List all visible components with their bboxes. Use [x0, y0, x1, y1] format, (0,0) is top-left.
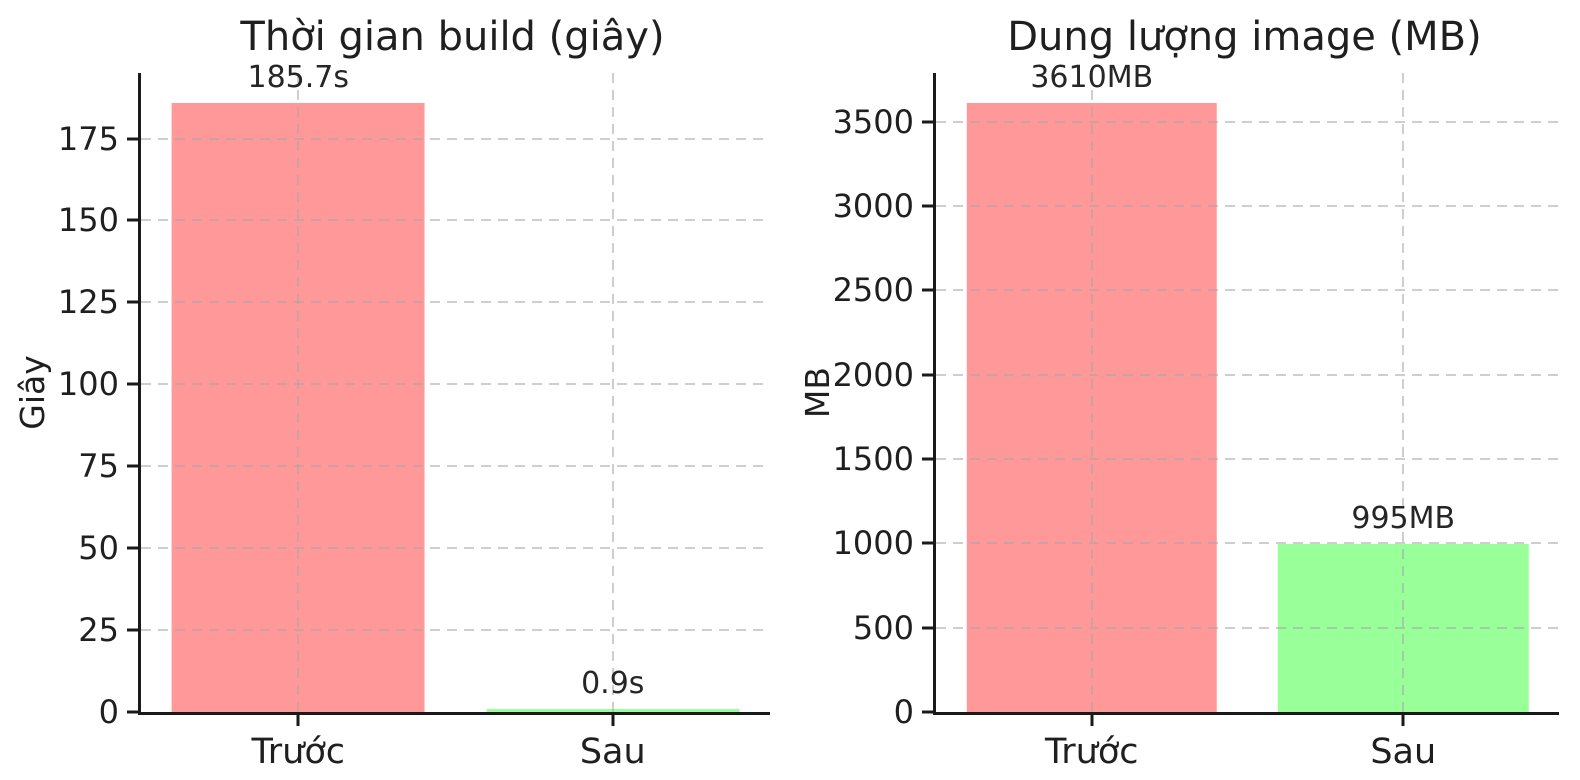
y-tick-label: 2000: [832, 355, 914, 394]
x-tick-label: Sau: [579, 732, 646, 772]
y-tick-label: 3500: [832, 102, 914, 141]
x-tick-label: Sau: [1370, 732, 1437, 772]
y-tick-mark: [922, 120, 933, 124]
bar-Trước: [171, 103, 425, 712]
bar-value-label: 995MB: [1351, 501, 1456, 537]
chart-title: Dung lượng image (MB): [1007, 14, 1482, 60]
x-tick-mark: [1401, 715, 1405, 726]
chart-image-size: Dung lượng image (MB) MB 0 500 1000 1500 200…: [790, 0, 1580, 780]
y-tick-label: 100: [57, 365, 119, 404]
y-tick-mark: [127, 137, 138, 141]
y-tick-mark: [127, 464, 138, 468]
y-tick-mark: [922, 288, 933, 292]
bar-Sau: [486, 709, 740, 712]
y-tick-mark: [127, 300, 138, 304]
x-tick-label: Trước: [251, 732, 345, 772]
bar-Sau: [1278, 544, 1529, 712]
y-tick-label: 175: [57, 119, 119, 158]
bar-value-label: 185.7s: [247, 60, 350, 96]
bar-value-label: 0.9s: [581, 666, 645, 701]
vertical-gridline: [611, 73, 614, 712]
plot-area: 0 500 1000 1500 2000 2500 3000 3500 Trước Sau 3610…: [833, 60, 1559, 772]
y-tick-label: 0: [893, 693, 914, 731]
x-tick-mark: [1090, 715, 1094, 726]
y-tick-label: 2500: [832, 271, 914, 310]
y-tick-label: 1500: [832, 440, 914, 479]
y-tick-label: 1000: [832, 524, 914, 563]
y-tick-mark: [127, 382, 138, 386]
y-tick-mark: [127, 710, 138, 714]
chart-title: Thời gian build (giây): [240, 14, 665, 60]
y-tick-label: 25: [78, 611, 119, 650]
y-tick-mark: [922, 626, 933, 630]
y-tick-mark: [922, 710, 933, 714]
y-axis-label: Giây: [12, 355, 52, 430]
x-tick-label: Trước: [1045, 732, 1139, 772]
x-tick-mark: [296, 715, 300, 726]
y-tick-label: 150: [57, 201, 119, 240]
chart-build-time: Thời gian build (giây) Giây 0 25 50 75 100 12…: [12, 14, 770, 772]
bar-value-label: 3610MB: [1030, 60, 1154, 96]
y-tick-mark: [922, 373, 933, 377]
y-tick-label: 125: [57, 283, 119, 322]
y-tick-mark: [127, 546, 138, 550]
bar-Trước: [966, 103, 1217, 712]
y-tick-label: 500: [852, 608, 914, 647]
x-tick-mark: [611, 715, 615, 726]
y-tick-label: 75: [78, 447, 119, 486]
y-tick-label: 50: [78, 529, 119, 568]
y-tick-mark: [922, 204, 933, 208]
y-tick-mark: [127, 628, 138, 632]
y-tick-mark: [127, 218, 138, 222]
y-tick-mark: [922, 457, 933, 461]
plot-area: 0 25 50 75 100 125 150 175 Trước Sau 185.7s 0.9s: [58, 60, 770, 772]
y-tick-label: 3000: [832, 187, 914, 226]
y-tick-mark: [922, 541, 933, 545]
y-tick-label: 0: [98, 693, 119, 731]
